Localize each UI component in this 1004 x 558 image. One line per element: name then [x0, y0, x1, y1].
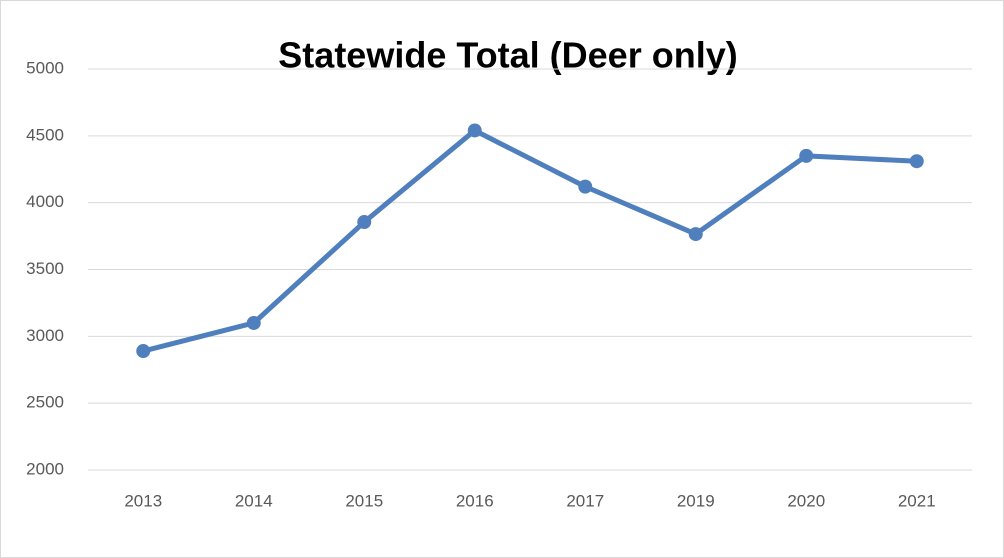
x-tick-label: 2021 [898, 491, 936, 510]
y-tick-label: 4500 [26, 125, 64, 144]
y-tick-label: 2500 [26, 393, 64, 412]
y-tick-label: 4000 [26, 192, 64, 211]
data-point [246, 315, 261, 330]
y-tick-label: 3000 [26, 326, 64, 345]
data-point [357, 215, 372, 230]
x-tick-label: 2020 [787, 491, 825, 510]
data-point [136, 344, 151, 359]
y-tick-label: 2000 [26, 459, 64, 478]
data-point [799, 148, 814, 163]
x-tick-label: 2013 [124, 491, 162, 510]
x-tick-label: 2015 [345, 491, 383, 510]
x-tick-label: 2017 [566, 491, 604, 510]
x-tick-label: 2014 [235, 491, 273, 510]
x-tick-label: 2016 [456, 491, 494, 510]
series-line [142, 127, 917, 354]
y-tick-label: 5000 [26, 58, 64, 77]
y-tick-label: 3500 [26, 259, 64, 278]
data-point [909, 154, 924, 169]
data-point [688, 227, 703, 242]
data-point [467, 123, 482, 138]
x-tick-label: 2019 [677, 491, 715, 510]
data-point [578, 179, 593, 194]
